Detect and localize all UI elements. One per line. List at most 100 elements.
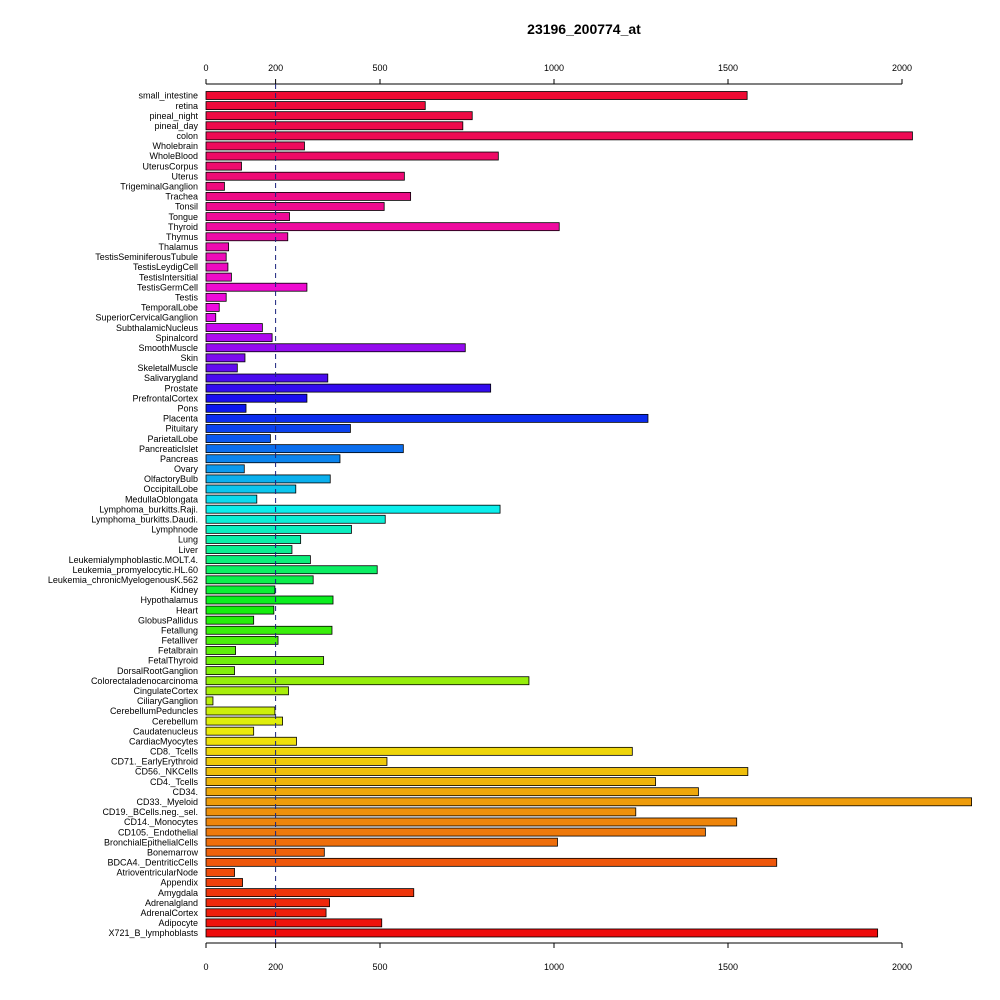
bar	[205, 878, 243, 887]
top-x-tick-label: 1000	[544, 63, 564, 73]
bar	[205, 565, 378, 575]
bar	[205, 868, 235, 877]
bar	[205, 202, 385, 211]
category-label: AtrioventricularNode	[116, 868, 198, 878]
category-label: CD14._Monocytes	[124, 817, 199, 827]
category-label: Pancreas	[160, 454, 199, 464]
category-label: Adrenalgland	[145, 898, 198, 908]
bar	[205, 908, 327, 918]
bottom-x-tick-label: 1000	[544, 962, 564, 972]
bar	[205, 181, 225, 191]
category-label: Trachea	[165, 192, 198, 202]
category-label: CD105._Endothelial	[118, 827, 198, 837]
category-label: Cerebellum	[152, 716, 198, 726]
bar	[205, 545, 293, 554]
bar	[205, 827, 706, 837]
bar	[205, 686, 289, 696]
category-label: Appendix	[160, 878, 198, 888]
bar	[205, 555, 311, 565]
category-label: Skin	[180, 353, 198, 363]
category-label: Uterus	[171, 171, 198, 181]
category-label: Thymus	[166, 232, 199, 242]
bar	[205, 333, 273, 343]
category-label: Lymphnode	[151, 525, 198, 535]
category-label: Lymphoma_burkitts.Daudi.	[91, 514, 198, 524]
top-x-tick-label: 500	[372, 63, 387, 73]
category-label: Adipocyte	[158, 918, 198, 928]
bar	[205, 888, 415, 898]
category-label: UterusCorpus	[142, 161, 198, 171]
category-label: Bonemarrow	[147, 847, 199, 857]
bar	[205, 191, 412, 201]
bar	[205, 232, 289, 242]
category-label: CD56._NKCells	[135, 767, 199, 777]
category-label: Hypothalamus	[140, 595, 198, 605]
bar	[205, 403, 247, 413]
category-label: BronchialEpithelialCells	[104, 837, 199, 847]
category-label: Amygdala	[158, 888, 198, 898]
category-label: Prostate	[164, 383, 198, 393]
bar	[205, 434, 271, 443]
category-label: WholeBlood	[149, 151, 198, 161]
category-label: Fetalliver	[161, 636, 198, 646]
category-label: colon	[176, 131, 198, 141]
category-label: X721_B_lymphoblasts	[108, 928, 198, 938]
category-label: PancreaticIslet	[139, 444, 199, 454]
category-label: CiliaryGanglion	[137, 696, 198, 706]
category-label: CD33._Myeloid	[136, 797, 198, 807]
category-label: retina	[175, 101, 198, 111]
category-label: DorsalRootGanglion	[117, 666, 198, 676]
bar	[205, 494, 258, 504]
bar	[205, 898, 330, 908]
bar	[205, 151, 499, 161]
bar	[205, 444, 404, 454]
bar	[205, 101, 426, 110]
category-label: Caudatenucleus	[133, 726, 199, 736]
bottom-x-tick-label: 0	[203, 962, 208, 972]
bar	[205, 706, 276, 716]
bar	[205, 302, 220, 312]
category-label: SuperiorCervicalGanglion	[95, 313, 198, 323]
bar	[205, 242, 230, 252]
category-label: TrigeminalGanglion	[120, 182, 198, 192]
bar	[205, 716, 283, 726]
bar	[205, 323, 263, 332]
bar	[205, 757, 388, 766]
category-label: CD19._BCells.neg._sel.	[102, 807, 198, 817]
category-label: Placenta	[163, 414, 198, 424]
bar	[205, 918, 383, 928]
bar	[205, 777, 657, 787]
bar	[205, 292, 227, 302]
bar	[205, 504, 501, 514]
category-label: TestisGermCell	[137, 282, 198, 292]
bar	[205, 696, 214, 706]
bar	[205, 847, 325, 857]
category-label: Tongue	[168, 212, 198, 222]
bar	[205, 222, 560, 232]
category-label: small_intestine	[138, 91, 198, 101]
category-label: CardiacMyocytes	[129, 736, 199, 746]
category-label: Kidney	[170, 585, 198, 595]
category-label: TemporalLobe	[141, 303, 198, 313]
bar	[205, 575, 314, 585]
category-label: SmoothMuscle	[138, 343, 198, 353]
category-label: Fetallung	[161, 625, 198, 635]
category-label: Colorectaladenocarcinoma	[91, 676, 198, 686]
bar	[205, 363, 238, 373]
bar	[205, 424, 351, 433]
bar	[205, 111, 473, 121]
category-label: Lung	[178, 535, 198, 545]
top-x-tick-label: 200	[268, 63, 283, 73]
category-label: Leukemialymphoblastic.MOLT.4.	[69, 555, 198, 565]
bar	[205, 736, 297, 746]
bar	[205, 121, 464, 131]
bottom-x-tick-label: 1500	[718, 962, 738, 972]
category-label: Thalamus	[158, 242, 198, 252]
bar	[205, 535, 302, 544]
category-label: Leukemia_promyelocytic.HL.60	[72, 565, 198, 575]
bar	[205, 676, 530, 686]
bar	[205, 595, 334, 605]
top-x-tick-label: 2000	[892, 63, 912, 73]
bottom-x-tick-label: 200	[268, 962, 283, 972]
